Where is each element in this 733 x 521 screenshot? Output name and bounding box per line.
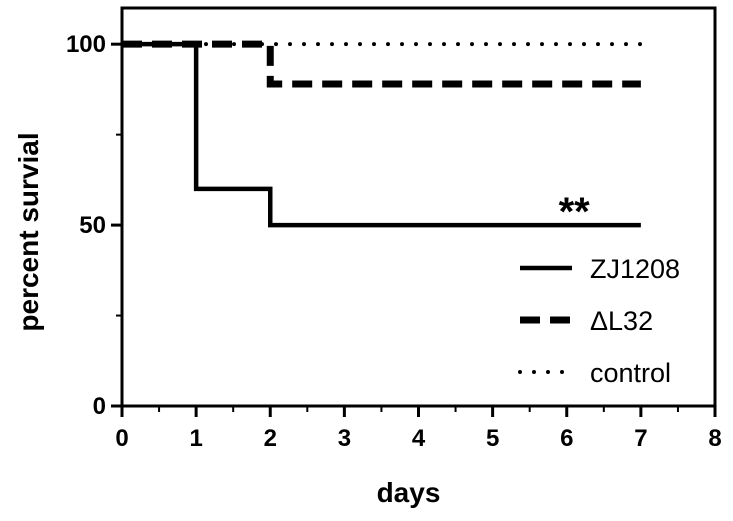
x-tick-label: 7 bbox=[634, 425, 647, 452]
legend-label-ΔL32: ΔL32 bbox=[590, 306, 653, 336]
y-tick-label: 100 bbox=[66, 31, 106, 58]
x-tick-label: 3 bbox=[338, 425, 351, 452]
plot-frame bbox=[120, 6, 717, 408]
x-tick-label: 8 bbox=[708, 425, 721, 452]
legend: ZJ1208 ΔL32 control bbox=[518, 254, 680, 388]
x-tick-label: 2 bbox=[264, 425, 277, 452]
series-line-ΔL32 bbox=[122, 40, 641, 88]
y-axis-title: percent survial bbox=[13, 132, 44, 331]
significance-annotation: ** bbox=[559, 190, 591, 234]
legend-label-ZJ1208: ZJ1208 bbox=[590, 254, 680, 284]
series-layer bbox=[120, 40, 643, 228]
x-axis-title: days bbox=[377, 477, 441, 508]
x-tick-label: 0 bbox=[115, 425, 128, 452]
y-tick-label: 50 bbox=[79, 212, 106, 239]
x-tick-label: 5 bbox=[486, 425, 499, 452]
y-tick-label: 0 bbox=[93, 393, 106, 420]
x-tick-label: 6 bbox=[560, 425, 573, 452]
axes-layer: 0 1 2 3 4 5 6 7 8 0 50 100 bbox=[66, 6, 722, 452]
x-tick-label: 4 bbox=[412, 425, 426, 452]
x-tick-label: 1 bbox=[189, 425, 202, 452]
legend-label-control: control bbox=[590, 358, 671, 388]
